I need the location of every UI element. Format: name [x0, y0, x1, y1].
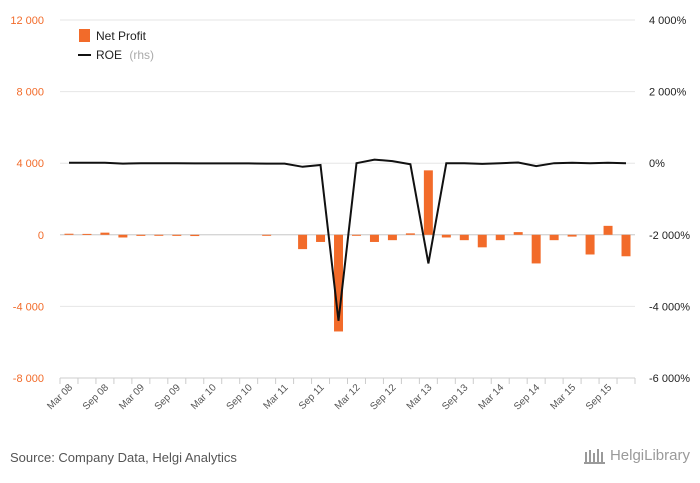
- net-profit-bar: [495, 234, 505, 241]
- legend: Net Profit ROE (rhs): [78, 29, 154, 62]
- net-profit-bar: [549, 234, 559, 241]
- right-axis: 4 000% 2 000% 0% -2 000% -4 000% -6 000%: [649, 15, 690, 385]
- y-right-tick-label: -6 000%: [649, 373, 690, 385]
- x-tick-label: Sep 10: [225, 382, 255, 412]
- source-note: Source: Company Data, Helgi Analytics: [10, 450, 237, 465]
- net-profit-bar: [262, 234, 272, 236]
- net-profit-bar: [585, 234, 595, 255]
- legend-label-net-profit: Net Profit: [96, 29, 147, 43]
- net-profit-bar: [621, 234, 631, 257]
- net-profit-bar: [513, 232, 523, 235]
- x-tick-label: Mar 12: [333, 382, 363, 412]
- chart: 12 000 8 000 4 000 0 -4 000 -8 000 4 000% 2 00…: [10, 15, 690, 413]
- net-profit-bar: [459, 234, 469, 241]
- net-profit-bar: [423, 170, 433, 235]
- y-left-tick-label: 0: [38, 230, 44, 242]
- x-tick-label: Sep 12: [368, 382, 398, 412]
- x-tick-label: Mar 15: [548, 382, 578, 412]
- x-axis: Mar 08 Sep 08 Mar 09 Sep 09 Mar 10 Sep 10 Mar …: [45, 377, 636, 413]
- y-right-tick-label: 4 000%: [649, 15, 687, 27]
- grid: [60, 19, 635, 379]
- x-tick-label: Sep 14: [512, 382, 542, 412]
- x-tick-label: Sep 13: [440, 382, 470, 412]
- x-tick-label: Mar 14: [477, 382, 507, 412]
- x-tick-label: Sep 09: [153, 382, 183, 412]
- brand-name: HelgiLibrary: [609, 447, 690, 464]
- net-profit-bar: [405, 233, 415, 235]
- net-profit-bar: [477, 234, 487, 248]
- legend-swatch-net-profit: [79, 29, 90, 42]
- y-left-tick-label: -4 000: [13, 301, 44, 313]
- net-profit-bar: [567, 234, 577, 237]
- y-right-tick-label: -2 000%: [649, 230, 690, 242]
- legend-label-roe: ROE: [96, 48, 122, 62]
- y-left-tick-label: 4 000: [16, 158, 44, 170]
- y-left-tick-label: -8 000: [13, 373, 44, 385]
- net-profit-bar: [369, 234, 379, 242]
- y-left-tick-label: 8 000: [16, 87, 44, 99]
- x-tick-label: Mar 11: [261, 382, 291, 412]
- x-tick-label: Sep 11: [297, 382, 327, 412]
- library-icon: [583, 448, 605, 464]
- left-axis: 12 000 8 000 4 000 0 -4 000 -8 000: [10, 15, 44, 385]
- net-profit-bars: [64, 170, 631, 332]
- svg-text:ROE (rhs): ROE (rhs): [96, 48, 154, 62]
- net-profit-bar: [118, 234, 128, 238]
- net-profit-bar: [172, 234, 182, 236]
- x-tick-label: Mar 13: [405, 382, 435, 412]
- net-profit-bar: [64, 233, 74, 235]
- x-tick-label: Mar 08: [45, 382, 75, 412]
- x-tick-label: Mar 09: [117, 382, 147, 412]
- x-tick-label: Sep 08: [81, 382, 111, 412]
- x-tick-label: Mar 10: [189, 382, 219, 412]
- net-profit-bar: [136, 234, 146, 236]
- net-profit-bar: [351, 234, 361, 236]
- net-profit-bar: [190, 234, 200, 237]
- net-profit-bar: [82, 233, 92, 235]
- net-profit-bar: [603, 225, 613, 235]
- legend-sub-roe: (rhs): [129, 48, 154, 62]
- y-right-tick-label: 2 000%: [649, 87, 687, 99]
- brand-logo: HelgiLibrary: [583, 447, 690, 464]
- net-profit-bar: [298, 234, 308, 250]
- net-profit-bar: [154, 234, 164, 236]
- net-profit-bar: [100, 232, 110, 235]
- net-profit-bar: [387, 234, 397, 241]
- net-profit-bar: [531, 234, 541, 264]
- y-right-tick-label: -4 000%: [649, 301, 690, 313]
- y-right-tick-label: 0%: [649, 158, 665, 170]
- net-profit-bar: [441, 234, 451, 238]
- y-left-tick-label: 12 000: [10, 15, 44, 27]
- net-profit-bar: [334, 234, 344, 332]
- roe-line: [69, 158, 627, 321]
- net-profit-bar: [316, 234, 326, 242]
- roe-line-layer: [69, 158, 627, 321]
- x-tick-label: Sep 15: [584, 382, 614, 412]
